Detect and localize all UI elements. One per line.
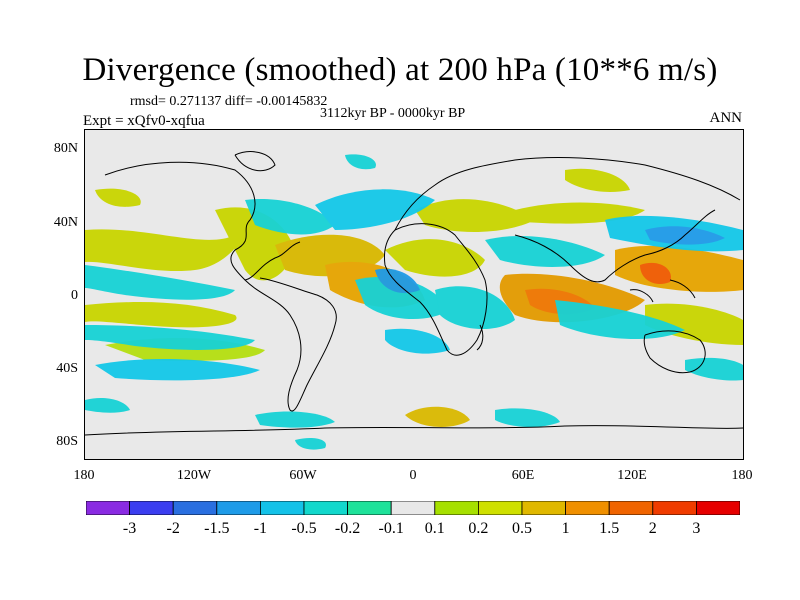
colorbar-swatch bbox=[477, 501, 523, 515]
lon-label-180-right: 180 bbox=[731, 468, 753, 483]
lon-label-0: 0 bbox=[409, 468, 417, 483]
colorbar-tick-label: 1.5 bbox=[599, 520, 620, 537]
colorbar-swatch bbox=[86, 501, 130, 515]
colorbar-tick-label: -0.2 bbox=[334, 520, 361, 537]
colorbar-swatch bbox=[696, 501, 740, 515]
lat-label-0: 0 bbox=[71, 288, 78, 303]
map-panel bbox=[84, 129, 744, 460]
period-label: 3112kyr BP - 0000kyr BP bbox=[320, 106, 466, 121]
colorbar-tick-label: -0.1 bbox=[378, 520, 404, 537]
colorbar-tick-label: 1 bbox=[561, 520, 570, 537]
colorbar-swatches bbox=[86, 501, 740, 515]
lat-label-40s: 40S bbox=[56, 361, 78, 376]
colorbar-tick-label: 0.1 bbox=[424, 520, 445, 537]
colorbar-swatch bbox=[521, 501, 566, 515]
colorbar-tick-label: 2 bbox=[648, 520, 657, 537]
negative-divergence-bands bbox=[85, 154, 743, 450]
lat-label-80s: 80S bbox=[56, 434, 78, 449]
coastlines bbox=[85, 151, 743, 436]
colorbar-swatch bbox=[259, 501, 305, 515]
colorbar-tick-label: -2 bbox=[166, 520, 180, 537]
colorbar-swatch bbox=[652, 501, 697, 515]
lon-label-120w: 120W bbox=[176, 468, 212, 483]
colorbar-tick-label: -1.5 bbox=[204, 520, 230, 537]
lat-label-40n: 40N bbox=[53, 215, 78, 230]
stats-line: rmsd= 0.271137 diff= -0.00145832 bbox=[130, 94, 328, 109]
lon-label-60w: 60W bbox=[289, 468, 317, 483]
colorbar-swatch bbox=[216, 501, 261, 515]
colorbar-tick-label: 3 bbox=[692, 520, 701, 537]
divergence-map bbox=[85, 151, 743, 450]
season-label: ANN bbox=[709, 110, 743, 126]
colorbar-tick-label: 0.5 bbox=[512, 520, 532, 537]
colorbar-swatch bbox=[390, 501, 436, 515]
colorbar-swatch bbox=[172, 501, 218, 515]
colorbar-tick-label: 0.2 bbox=[468, 520, 489, 537]
colorbar-swatch bbox=[434, 501, 479, 515]
lon-label-180-left: 180 bbox=[73, 468, 95, 483]
colorbar-swatch bbox=[565, 501, 610, 515]
colorbar-tick-label: -1 bbox=[253, 520, 268, 537]
colorbar-swatch bbox=[129, 501, 174, 515]
colorbar-swatch bbox=[347, 501, 392, 515]
colorbar-tick-label: -3 bbox=[122, 520, 137, 537]
colorbar-tick-label: -0.5 bbox=[291, 520, 317, 537]
lon-label-120e: 120E bbox=[617, 468, 647, 483]
colorbar-swatch bbox=[608, 501, 654, 515]
plot-title: Divergence (smoothed) at 200 hPa (10**6 … bbox=[82, 52, 718, 88]
experiment-label: Expt = xQfv0-xqfua bbox=[83, 113, 205, 129]
colorbar bbox=[86, 501, 740, 515]
lon-label-60e: 60E bbox=[511, 468, 535, 483]
colorbar-swatch bbox=[303, 501, 348, 515]
lat-label-80n: 80N bbox=[53, 141, 78, 156]
